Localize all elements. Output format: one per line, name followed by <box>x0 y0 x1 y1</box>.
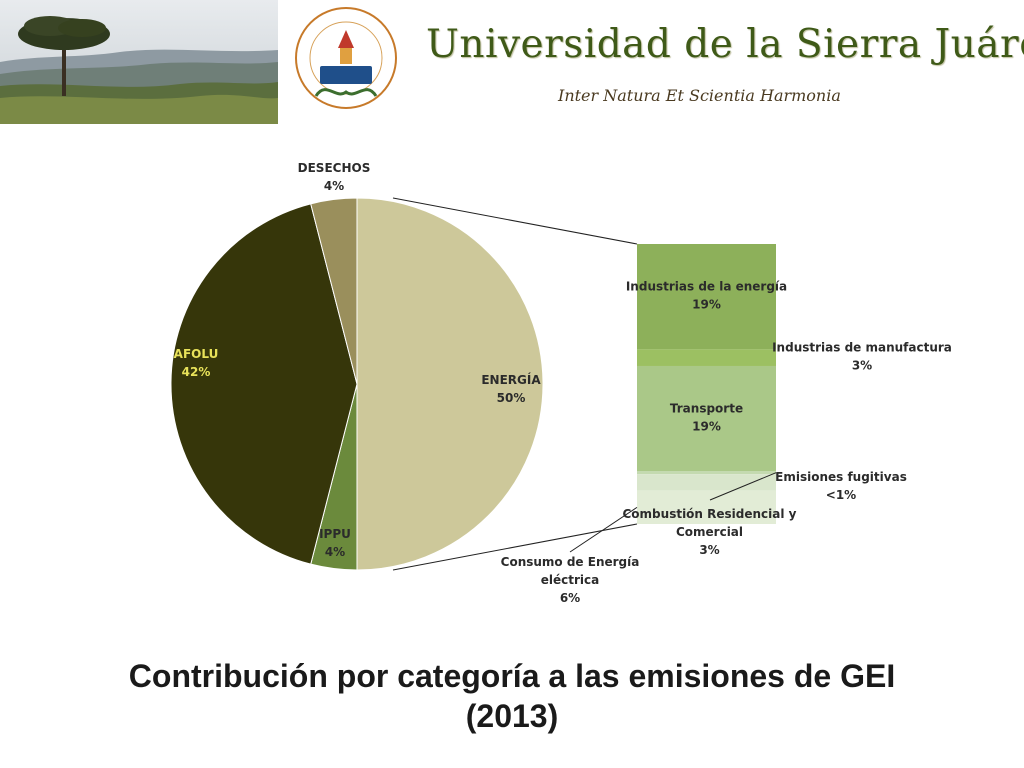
connector-lines <box>392 197 777 571</box>
bar-label-emisiones-fugitivas: Emisiones fugitivas <1% <box>775 470 907 502</box>
pie-slice-afolu <box>170 203 358 565</box>
bar-label-consumo-de-energia-electrica: Consumo de Energía eléctrica 6% <box>501 555 640 605</box>
bar-segment-consumo-de-energia-electrica <box>637 490 776 524</box>
energy-breakdown-bar <box>637 244 776 524</box>
connector-bottom <box>392 523 638 571</box>
pie-label-energia: ENERGÍA 50% <box>481 372 541 405</box>
bar-segment-transporte <box>637 365 776 472</box>
pie-label-ippu: IPPU 4% <box>319 527 351 559</box>
pie-slice-energia <box>356 197 544 571</box>
bar-segment-combustion-residencial-y-comercial <box>637 474 776 491</box>
pie-slice-desechos <box>310 197 358 385</box>
bar-label-transporte: Transporte 19% <box>670 402 743 434</box>
emissions-chart: ENERGÍA 50% IPPU 4% AFOLU 42% DESECHOS 4% Indust… <box>170 161 952 605</box>
bar-segment-industrias-de-la-energia <box>637 244 776 350</box>
pie-label-desechos: DESECHOS 4% <box>298 161 371 193</box>
chart-title: Contribución por categoría a las emision… <box>128 658 896 734</box>
bar-label-industrias-de-la-energia: Industrias de la energía 19% <box>626 280 787 312</box>
leader-consumo-energia-electrica <box>569 506 638 553</box>
pie <box>170 197 544 571</box>
landscape-photo <box>0 0 278 124</box>
bar-label-industrias-de-manufactura: Industrias de manufactura 3% <box>772 341 952 373</box>
chart-labels: ENERGÍA 50% IPPU 4% AFOLU 42% DESECHOS 4% Indust… <box>174 161 952 605</box>
university-seal-logo <box>295 7 397 109</box>
university-motto: Inter Natura Et Scientia Harmonia <box>558 86 841 105</box>
bar-segment-emisiones-fugitivas <box>637 471 776 475</box>
pie-label-afolu: AFOLU 42% <box>174 347 219 379</box>
bar-label-combustion-residencial-y-comercial: Combustión Residencial y Comercial 3% <box>623 507 797 557</box>
university-name: Universidad de la Sierra Juárez <box>426 22 1024 67</box>
bar-segment-industrias-de-manufactura <box>637 349 776 366</box>
connector-top <box>392 197 638 245</box>
leader-emisiones-fugitivas <box>709 472 777 501</box>
header: Universidad de la Sierra Juárez Inter Na… <box>0 0 1024 126</box>
